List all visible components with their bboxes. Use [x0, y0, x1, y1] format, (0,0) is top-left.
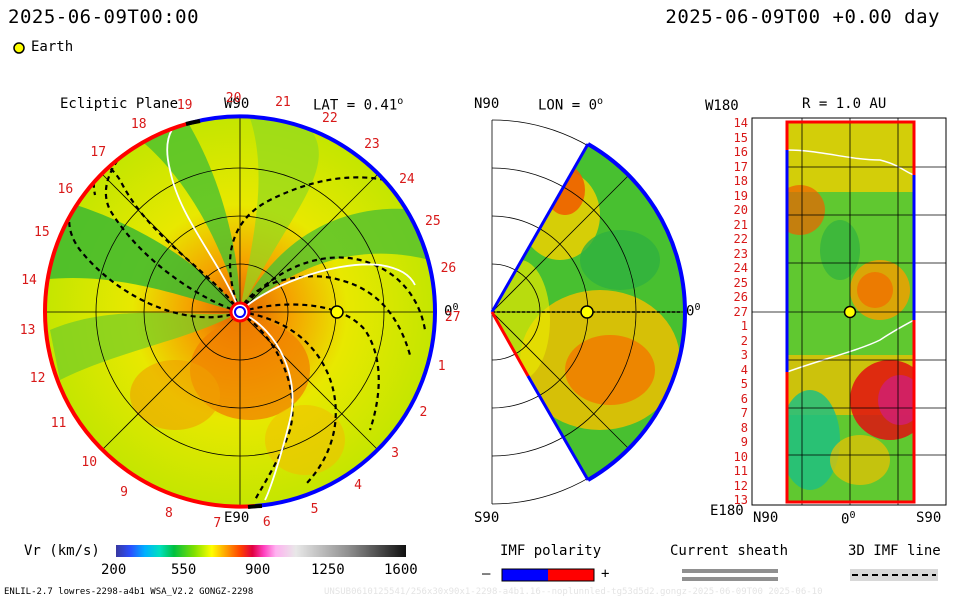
radial-sector-tick: 10: [733, 449, 748, 464]
ecliptic-sector-tick: 13: [19, 322, 36, 338]
radial-e180: E180: [710, 503, 744, 519]
radial-sector-tick: 22: [733, 232, 748, 246]
ecliptic-sector-tick: 14: [21, 273, 37, 289]
colorbar-tick-200: 200: [101, 562, 127, 578]
ecliptic-sector-tick: 5: [310, 501, 319, 517]
radial-sector-tick: 14: [733, 116, 748, 130]
timestamp-right: 2025-06-09T00 +0.00 day: [665, 6, 940, 28]
ecliptic-title: Ecliptic Plane: [60, 96, 179, 112]
radial-title: R = 1.0 AU: [802, 96, 887, 112]
radial-n90: N90: [753, 510, 779, 526]
imf-plus-label: +: [601, 566, 610, 582]
ecliptic-sector-tick: 25: [425, 213, 441, 229]
radial-sector-tick: 27: [733, 304, 748, 319]
radial-sector-tick: 15: [733, 130, 748, 145]
imf-positive-swatch: [548, 569, 594, 581]
earth-legend-icon: [13, 42, 25, 54]
earth-marker-radial: [843, 305, 857, 319]
ecliptic-sector-tick: 3: [391, 445, 399, 461]
ecliptic-plane-panel: [42, 114, 438, 509]
ecliptic-w90: W90: [224, 96, 250, 112]
ecliptic-e90: E90: [224, 510, 250, 526]
colorbar-tick-1600: 1600: [384, 562, 418, 578]
radial-sector-tick: 8: [740, 420, 748, 435]
meridional-s90: S90: [474, 510, 500, 526]
ecliptic-sector-tick: 15: [34, 225, 50, 241]
ecliptic-sector-tick: 19: [176, 98, 193, 114]
imf-negative-swatch: [502, 569, 548, 581]
ecliptic-sector-tick: 24: [399, 171, 415, 187]
colorbar-label: Vr (km/s): [24, 543, 100, 559]
radial-sector-tick: 1: [740, 319, 748, 333]
radial-sector-tick: 11: [733, 464, 748, 478]
imf-minus-label: –: [482, 566, 491, 582]
radial-sector-tick: 2: [740, 333, 748, 348]
radial-sector-tick: 5: [740, 377, 748, 391]
radial-sector-tick: 24: [733, 261, 748, 275]
ecliptic-zero: 00: [444, 302, 459, 320]
radial-sector-tick: 26: [733, 290, 748, 304]
meridional-zero: 00: [686, 302, 701, 320]
ecliptic-sector-tick: 26: [440, 260, 457, 276]
radial-map-panel: [751, 117, 947, 506]
radial-sector-tick: 9: [740, 435, 748, 449]
radial-s90: S90: [916, 510, 942, 526]
radial-sector-tick: 4: [740, 362, 748, 377]
ecliptic-sector-tick: 4: [354, 478, 362, 494]
imf-polarity-title: IMF polarity: [500, 543, 602, 559]
radial-sector-tick: 12: [733, 478, 748, 493]
meridional-n90: N90: [474, 96, 500, 112]
colorbar-tick-900: 900: [245, 562, 271, 578]
current-sheath-title: Current sheath: [670, 543, 789, 559]
speed-colorbar: [116, 545, 406, 557]
imf-line-title: 3D IMF line: [848, 543, 941, 559]
ecliptic-sector-tick: 10: [81, 454, 98, 470]
ecliptic-sector-tick: 9: [120, 485, 128, 501]
footer-run-id: UNSUB0610125541/256x30x90x1-2298-a4b1.16…: [324, 587, 823, 597]
radial-sector-tick: 19: [733, 188, 748, 203]
ecliptic-sector-tick: 27: [444, 310, 461, 326]
current-sheath-swatch: [682, 569, 778, 573]
ecliptic-sector-tick: 8: [165, 506, 173, 522]
radial-sector-tick: 3: [740, 348, 748, 362]
earth-marker-meridional: [580, 305, 594, 319]
footer-model: ENLIL-2.7 lowres-2298-a4b1 WSA_V2.2 GONG…: [4, 587, 254, 597]
ecliptic-sector-tick: 22: [322, 110, 338, 126]
radial-w180: W180: [705, 98, 739, 114]
ecliptic-sector-tick: 11: [50, 415, 67, 431]
ecliptic-lat: LAT = 0.41o: [313, 96, 404, 114]
ecliptic-sector-tick: 12: [29, 370, 46, 386]
radial-sector-tick: 23: [733, 246, 748, 261]
ecliptic-sector-tick: 2: [419, 405, 428, 421]
radial-zero: 00: [841, 510, 856, 528]
ecliptic-sector-tick: 23: [364, 136, 380, 152]
colorbar-tick-550: 550: [171, 562, 197, 578]
earth-legend-label: Earth: [31, 39, 74, 55]
ecliptic-sector-tick: 1: [437, 359, 446, 375]
colorbar-tick-1250: 1250: [311, 562, 345, 578]
radial-sector-tick: 17: [733, 159, 748, 174]
meridional-plane-panel: [490, 119, 687, 505]
ecliptic-sector-tick: 17: [90, 144, 107, 160]
timestamp-left: 2025-06-09T00:00: [8, 6, 200, 28]
ecliptic-sector-tick: 21: [275, 95, 291, 111]
radial-sector-tick: 7: [740, 406, 748, 420]
radial-sector-tick: 21: [733, 217, 748, 232]
radial-sector-tick: 16: [733, 145, 748, 159]
meridional-lon: LON = 0o: [538, 96, 604, 114]
radial-sector-tick: 20: [733, 203, 748, 217]
radial-sector-tick: 13: [733, 493, 748, 507]
earth-marker-ecliptic: [330, 305, 344, 319]
radial-sector-tick: 18: [733, 174, 748, 188]
radial-sector-tick: 6: [740, 391, 748, 406]
ecliptic-sector-tick: 7: [213, 516, 222, 532]
ecliptic-sector-tick: 20: [225, 91, 242, 107]
ecliptic-sector-tick: 6: [262, 514, 271, 530]
radial-sector-tick: 25: [733, 275, 748, 290]
ecliptic-sector-tick: 16: [57, 181, 74, 197]
ecliptic-sector-tick: 18: [130, 116, 147, 132]
